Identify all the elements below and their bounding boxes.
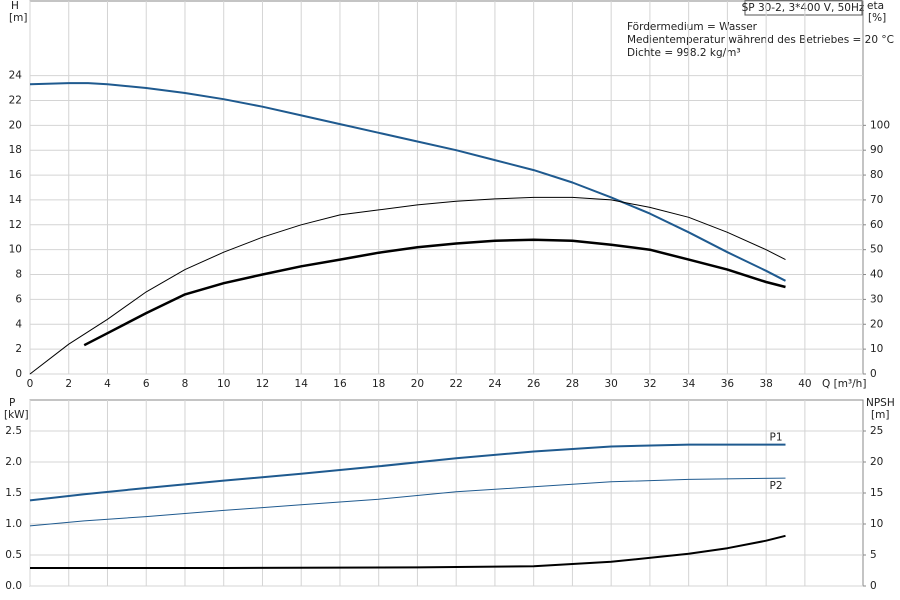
y-tick-label: 22 — [9, 94, 22, 106]
x-tick-label: 30 — [604, 378, 617, 390]
x-tick-label: 4 — [104, 378, 111, 390]
y2-tick-label: 20 — [870, 456, 883, 468]
x-tick-label: 24 — [488, 378, 502, 390]
x-tick-label: 36 — [721, 378, 735, 390]
y-tick-label: 12 — [9, 219, 22, 231]
series-label: P1 — [770, 432, 783, 444]
y2-tick-label: 5 — [870, 549, 877, 561]
y2-axis-unit: [%] — [868, 12, 886, 24]
y2-tick-label: 10 — [870, 343, 883, 355]
curve — [83, 238, 786, 347]
y-tick-label: 20 — [9, 119, 22, 131]
y-tick-label: 10 — [9, 244, 22, 256]
annotation: Fördermedium = Wasser — [627, 21, 758, 33]
y2-tick-label: 70 — [870, 194, 883, 206]
y-tick-label: 4 — [15, 318, 22, 330]
y-tick-label: 2 — [15, 343, 22, 355]
y-tick-label: 18 — [9, 144, 22, 156]
x-tick-label: 14 — [295, 378, 309, 390]
y-axis-label: P — [9, 397, 15, 409]
x-tick-label: 22 — [449, 378, 462, 390]
y2-tick-label: 0 — [870, 368, 877, 380]
y2-axis-label: eta — [867, 0, 884, 12]
y-tick-label: 1.5 — [5, 487, 22, 499]
y2-tick-label: 0 — [870, 580, 877, 592]
curve — [30, 534, 786, 569]
y2-tick-label: 15 — [870, 487, 883, 499]
y-tick-label: 8 — [15, 269, 22, 281]
y-tick-label: 1.0 — [5, 518, 22, 530]
y-tick-label: 0.0 — [5, 580, 22, 592]
y-tick-label: 24 — [9, 70, 23, 82]
y-tick-label: 2.5 — [5, 425, 22, 437]
x-tick-label: 20 — [411, 378, 424, 390]
y2-axis-unit: [m] — [871, 409, 889, 421]
x-tick-label: 10 — [217, 378, 230, 390]
y2-tick-label: 100 — [870, 119, 890, 131]
annotation: Dichte = 998.2 kg/m³ — [627, 47, 741, 59]
y2-tick-label: 90 — [870, 144, 883, 156]
x-tick-label: 8 — [182, 378, 189, 390]
x-tick-label: 38 — [759, 378, 772, 390]
x-tick-label: 32 — [643, 378, 656, 390]
x-tick-label: 28 — [566, 378, 579, 390]
x-axis-label: Q [m³/h] — [822, 378, 866, 390]
y-axis-unit: [kW] — [4, 409, 29, 421]
chart-title: SP 30-2, 3*400 V, 50Hz — [742, 2, 865, 14]
x-tick-label: 16 — [333, 378, 347, 390]
y-tick-label: 0 — [15, 368, 22, 380]
y2-tick-label: 40 — [870, 269, 883, 281]
annotation: Medientemperatur während des Betriebes =… — [627, 34, 894, 46]
x-tick-label: 18 — [372, 378, 385, 390]
curve — [29, 82, 786, 282]
series-label: P2 — [770, 480, 783, 492]
y-tick-label: 16 — [9, 169, 23, 181]
y2-axis-label: NPSH — [866, 397, 895, 409]
y-axis-label: H — [11, 0, 19, 12]
y-axis-unit: [m] — [9, 12, 27, 24]
x-tick-label: 6 — [143, 378, 150, 390]
y-tick-label: 14 — [9, 194, 23, 206]
x-tick-label: 40 — [798, 378, 811, 390]
curve — [29, 443, 786, 502]
curve — [29, 477, 786, 527]
plot-layer: 0 2 4 6 8 10 12 14 16 18 20 22 24 26 28 30 32 34 36 38 40024… — [5, 0, 890, 592]
y2-tick-label: 30 — [870, 293, 883, 305]
x-tick-label: 26 — [527, 378, 541, 390]
x-tick-label: 12 — [256, 378, 269, 390]
curve — [29, 196, 786, 375]
y2-tick-label: 10 — [870, 518, 883, 530]
y2-tick-label: 80 — [870, 169, 883, 181]
y-tick-label: 6 — [15, 293, 22, 305]
y-tick-label: 0.5 — [5, 549, 22, 561]
title-box — [744, 0, 863, 16]
y2-tick-label: 20 — [870, 318, 883, 330]
y2-tick-label: 60 — [870, 219, 883, 231]
x-tick-label: 34 — [682, 378, 696, 390]
y2-tick-label: 50 — [870, 244, 883, 256]
y-tick-label: 2.0 — [5, 456, 22, 468]
x-tick-label: 0 — [27, 378, 34, 390]
y2-tick-label: 25 — [870, 425, 883, 437]
x-tick-label: 2 — [65, 378, 72, 390]
